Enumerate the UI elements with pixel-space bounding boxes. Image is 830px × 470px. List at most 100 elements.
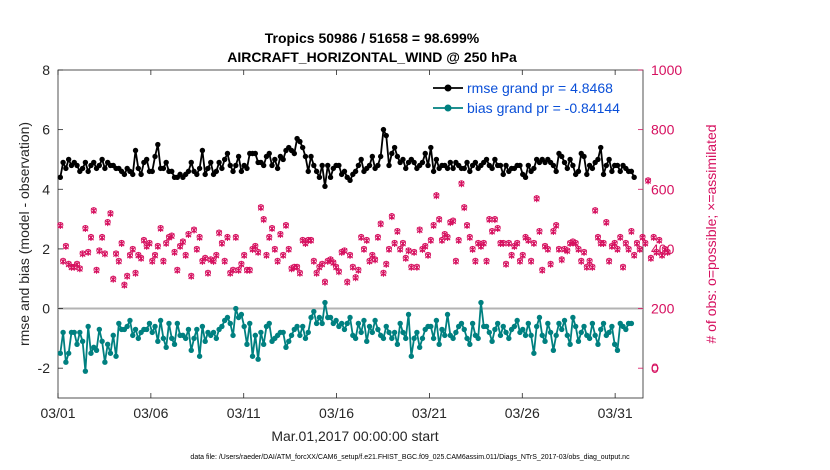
- rmse-point: [327, 174, 334, 181]
- assimilated-obs-marker: [355, 266, 362, 274]
- assimilated-obs-marker: [255, 249, 262, 256]
- rmse-point: [366, 162, 373, 169]
- chart-title-line1: Tropics 50986 / 51658 = 98.699%: [265, 30, 480, 46]
- bias-point: [308, 314, 314, 321]
- assimilated-obs-marker: [280, 252, 287, 259]
- bias-point: [191, 335, 197, 342]
- assimilated-obs-marker: [592, 207, 599, 215]
- assimilated-obs-marker: [594, 234, 601, 241]
- bias-point: [369, 329, 376, 336]
- assimilated-obs-marker: [561, 246, 568, 253]
- assimilated-obs-marker: [204, 269, 211, 277]
- bias-point: [433, 317, 440, 324]
- assimilated-obs-marker: [455, 237, 462, 244]
- rmse-point: [224, 150, 231, 157]
- rmse-point: [581, 153, 587, 160]
- bias-point: [219, 323, 225, 330]
- chart-title-line2: AIRCRAFT_HORIZONTAL_WIND @ 250 hPa: [227, 49, 517, 65]
- assimilated-obs-marker: [313, 269, 320, 277]
- assimilated-obs-marker: [76, 265, 83, 273]
- assimilated-obs-marker: [188, 272, 195, 280]
- assimilated-obs-marker: [124, 272, 131, 280]
- assimilated-obs-marker: [603, 219, 610, 227]
- bias-point: [586, 335, 593, 342]
- y-right-tick-label: 400: [651, 241, 675, 257]
- bias-point: [283, 344, 289, 351]
- bias-point: [464, 335, 470, 342]
- rmse-point: [185, 168, 192, 175]
- rmse-point: [600, 171, 607, 178]
- assimilated-obs-marker: [625, 246, 632, 253]
- assimilated-obs-marker: [310, 258, 317, 265]
- assimilated-obs-marker: [193, 246, 200, 253]
- bias-point: [227, 320, 233, 327]
- bias-point: [394, 341, 401, 348]
- assimilated-obs-marker: [269, 225, 276, 233]
- rmse-point: [347, 177, 353, 184]
- assimilated-obs-marker: [647, 255, 654, 262]
- rmse-point: [564, 165, 571, 172]
- rmse-point: [561, 159, 568, 166]
- assimilated-obs-marker: [447, 219, 454, 227]
- bias-point: [475, 335, 481, 342]
- assimilated-obs-marker: [377, 220, 384, 228]
- bias-point: [361, 317, 367, 324]
- rmse-point: [244, 165, 250, 172]
- rmse-point: [272, 156, 278, 163]
- bias-point: [531, 350, 537, 356]
- bias-point: [224, 314, 231, 321]
- bias-point: [299, 323, 306, 330]
- assimilated-obs-marker: [196, 234, 203, 241]
- bias-point: [297, 332, 303, 339]
- assimilated-obs-marker: [87, 234, 94, 241]
- assimilated-obs-marker: [642, 240, 649, 247]
- legend-rmse-marker: [444, 84, 452, 92]
- rmse-point: [63, 165, 69, 172]
- rmse-point: [403, 165, 409, 172]
- assimilated-obs-marker: [319, 261, 326, 268]
- assimilated-obs-marker: [653, 249, 660, 256]
- bias-point: [319, 320, 325, 327]
- x-axis-label: Mar.01,2017 00:00:00 start: [271, 428, 438, 444]
- rmse-point: [57, 174, 64, 181]
- assimilated-obs-marker: [210, 258, 217, 265]
- y-axis-label-right: # of obs: o=possible; ×=assimilated: [703, 124, 719, 343]
- legend-box: [428, 76, 638, 120]
- assimilated-obs-marker: [433, 192, 440, 200]
- bias-point: [525, 320, 532, 327]
- bias-point: [71, 329, 77, 336]
- y-left-tick-label: 0: [42, 301, 50, 317]
- rmse-point: [336, 162, 342, 169]
- bias-point: [124, 323, 130, 330]
- bias-point: [233, 305, 239, 312]
- assimilated-obs-marker: [388, 213, 395, 221]
- rmse-point: [391, 144, 398, 151]
- bias-point: [210, 329, 217, 336]
- rmse-point: [383, 132, 389, 139]
- bias-point: [333, 317, 339, 324]
- bias-point: [169, 335, 175, 342]
- assimilated-obs-marker: [425, 252, 432, 259]
- bias-point: [411, 335, 417, 342]
- assimilated-obs-marker: [547, 261, 554, 268]
- rmse-point: [194, 171, 200, 178]
- rmse-point: [503, 162, 509, 169]
- bias-point: [99, 338, 105, 345]
- assimilated-obs-marker: [452, 258, 459, 265]
- assimilated-obs-marker: [154, 243, 161, 250]
- assimilated-obs-marker: [503, 261, 510, 268]
- assimilated-obs-marker: [383, 261, 390, 268]
- rmse-point: [472, 159, 479, 166]
- bias-point: [606, 329, 612, 336]
- y-left-tick-label: 8: [42, 62, 50, 78]
- rmse-point: [230, 168, 236, 175]
- assimilated-obs-marker: [530, 240, 537, 247]
- rmse-point: [355, 162, 362, 169]
- bias-point: [614, 347, 621, 353]
- y-axis-label-left: rmse and bias (model - observation): [16, 122, 32, 346]
- bias-point: [155, 338, 161, 345]
- bias-point: [366, 323, 373, 330]
- rmse-point: [132, 147, 139, 154]
- assimilated-obs-marker: [583, 263, 590, 271]
- assimilated-obs-marker: [544, 246, 551, 253]
